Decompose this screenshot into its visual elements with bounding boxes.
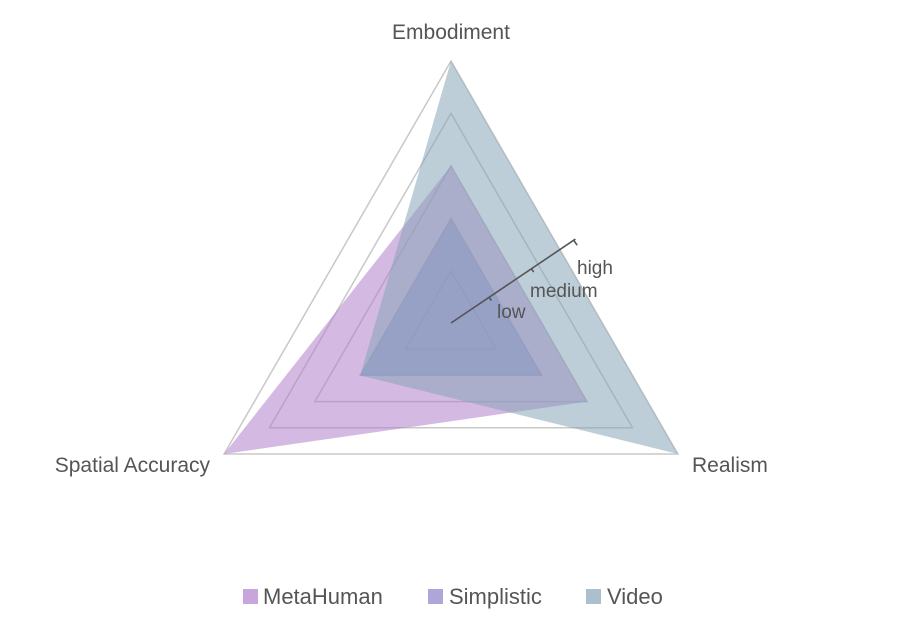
axis-label-embodiment: Embodiment [392,21,510,44]
legend-label-metahuman: MetaHuman [263,584,383,609]
axis-label-realism: Realism [692,454,768,477]
scale-tick-medium [530,268,535,273]
level-label-high: high [577,258,613,279]
legend-label-simplistic: Simplistic [449,584,542,609]
series-area-video [360,61,678,454]
legend-label-video: Video [607,584,663,609]
level-label-medium: medium [530,281,598,302]
scale-line [450,238,576,324]
legend-item-video[interactable]: Video [586,584,663,609]
legend-swatch-simplistic [428,589,443,604]
level-scale: low medium high [450,238,613,324]
legend-swatch-metahuman [243,589,258,604]
legend-item-metahuman[interactable]: MetaHuman [243,584,383,609]
legend-swatch-video [586,589,601,604]
series-areas [224,61,678,455]
level-label-low: low [497,302,526,323]
legend: MetaHuman Simplistic Video [243,584,663,609]
scale-tick-low [488,296,493,302]
legend-item-simplistic[interactable]: Simplistic [428,584,542,609]
axis-labels: Embodiment Realism Spatial Accuracy [55,21,768,477]
axis-label-spatial-accuracy: Spatial Accuracy [55,454,211,477]
scale-tick-high [573,239,578,246]
